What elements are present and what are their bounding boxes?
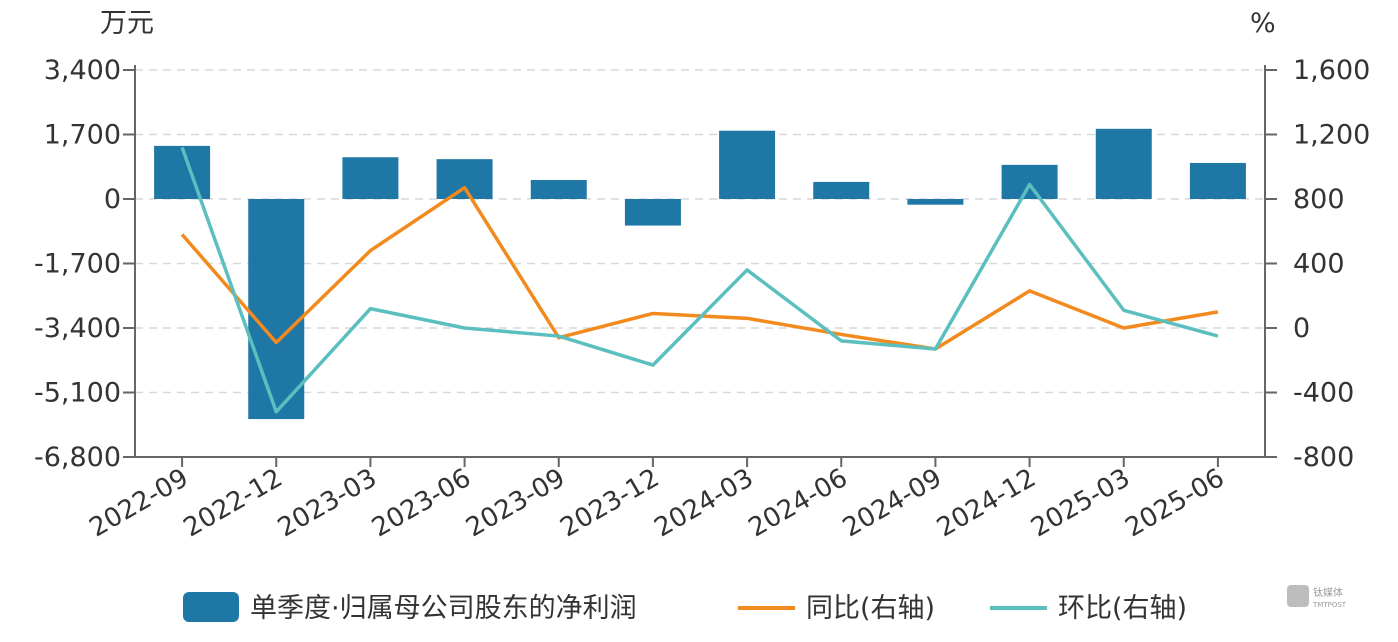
left-tick-label: 0 <box>104 184 121 215</box>
legend-label-qoq: 环比(右轴) <box>1058 593 1187 624</box>
left-tick-label: -6,800 <box>34 442 121 473</box>
bar-2023-03 <box>342 157 399 199</box>
right-tick-label: -400 <box>1293 378 1354 409</box>
watermark-text: 钛媒体 <box>1313 587 1343 599</box>
x-tick-label: 2022-12 <box>179 463 288 543</box>
x-tick-label: 2024-06 <box>744 463 853 543</box>
x-tick-label: 2023-12 <box>555 463 664 543</box>
x-tick-label: 2022-09 <box>84 463 193 543</box>
right-tick-label: 800 <box>1293 184 1345 215</box>
x-tick-label: 2023-06 <box>367 463 476 543</box>
x-tick-label: 2023-03 <box>273 463 382 543</box>
x-tick-label: 2024-03 <box>649 463 758 543</box>
x-tick-label: 2025-06 <box>1120 463 1229 543</box>
bar-2024-03 <box>719 130 776 199</box>
left-tick-label: 1,700 <box>44 120 121 151</box>
right-axis-unit: % <box>1250 8 1276 39</box>
bar-2023-06 <box>436 159 493 199</box>
right-tick-label: -800 <box>1293 442 1354 473</box>
bar-2022-09 <box>154 145 211 199</box>
left-tick-label: -5,100 <box>34 378 121 409</box>
bar-2024-12 <box>1001 164 1058 199</box>
line-series <box>180 146 1219 414</box>
bar-2025-06 <box>1189 162 1246 199</box>
bar-2023-09 <box>530 180 587 199</box>
legend-label-net-profit: 单季度·归属母公司股东的净利润 <box>250 593 637 624</box>
legend-swatch-bar <box>183 592 239 622</box>
x-tick-label: 2024-12 <box>932 463 1041 543</box>
bar-series <box>154 128 1246 420</box>
x-tick-label: 2024-09 <box>838 463 947 543</box>
watermark: 钛媒体 TMTPOST <box>1287 585 1347 609</box>
line-series-yoy <box>180 185 1219 351</box>
watermark-logo-icon <box>1287 585 1309 607</box>
right-tick-label: 0 <box>1293 313 1310 344</box>
left-axis-unit: 万元 <box>100 8 154 39</box>
legend-label-yoy: 同比(右轴) <box>806 593 935 624</box>
right-tick-label: 1,200 <box>1293 120 1370 151</box>
watermark-subtext: TMTPOST <box>1312 601 1347 609</box>
line-series-qoq <box>180 146 1219 414</box>
x-tick-label: 2023-09 <box>461 463 570 543</box>
gridlines <box>135 69 1265 394</box>
bar-2024-09 <box>907 199 964 205</box>
left-tick-label: 3,400 <box>44 55 121 86</box>
legend: 单季度·归属母公司股东的净利润 同比(右轴) 环比(右轴) <box>183 592 1187 624</box>
right-tick-label: 400 <box>1293 249 1345 280</box>
right-tick-label: 1,600 <box>1293 55 1370 86</box>
left-tick-label: -1,700 <box>34 249 121 280</box>
bar-2025-03 <box>1095 128 1152 199</box>
bar-2024-06 <box>813 181 870 199</box>
bar-2023-12 <box>624 199 681 226</box>
x-tick-label: 2025-03 <box>1026 463 1135 543</box>
bar-2022-12 <box>248 199 305 420</box>
left-tick-label: -3,400 <box>34 313 121 344</box>
